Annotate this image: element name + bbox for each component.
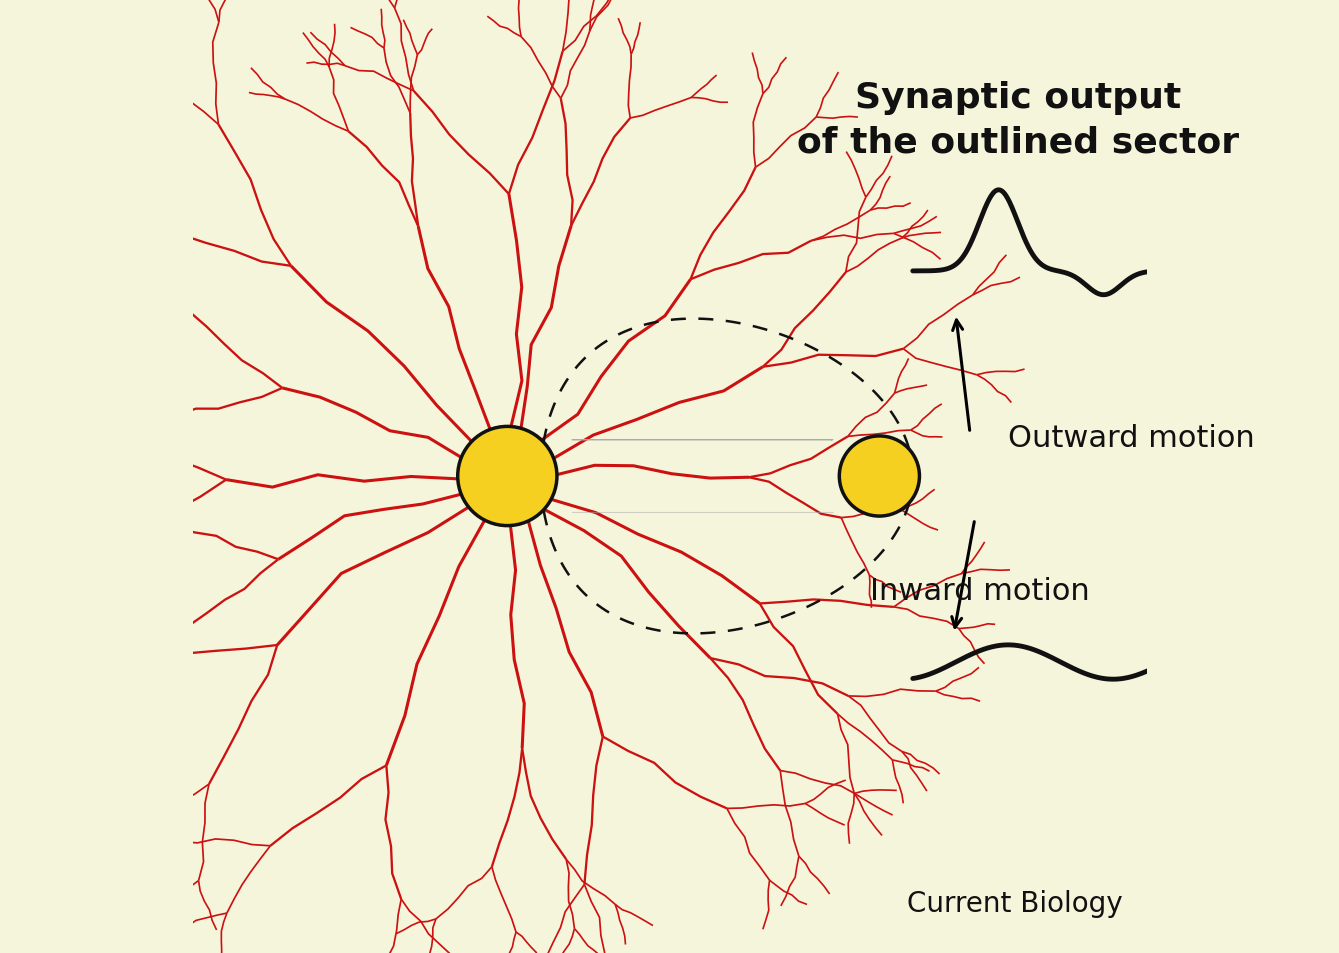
Ellipse shape [840, 436, 920, 517]
Ellipse shape [458, 427, 557, 526]
Text: Current Biology: Current Biology [907, 889, 1122, 917]
Text: of the outlined sector: of the outlined sector [797, 126, 1239, 160]
Text: Inward motion: Inward motion [869, 577, 1090, 605]
Text: Outward motion: Outward motion [1008, 424, 1255, 453]
Text: Synaptic output: Synaptic output [854, 81, 1181, 115]
